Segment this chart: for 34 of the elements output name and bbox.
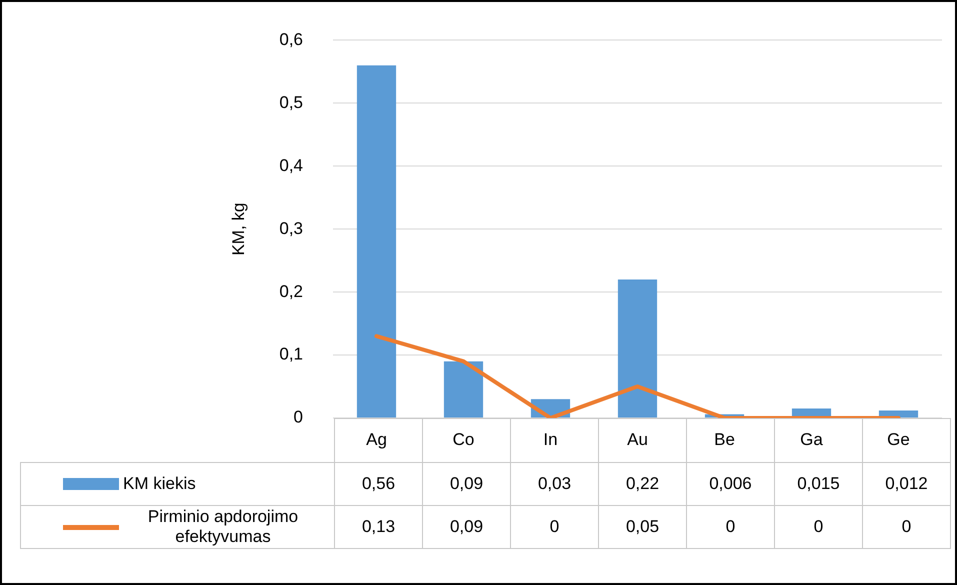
data-label: 0,012: [862, 462, 950, 506]
x-tick-label: Co: [452, 430, 474, 449]
y-axis-title: KM, kg: [228, 202, 248, 256]
y-tick-label: 0,6: [279, 30, 303, 49]
bar: [444, 361, 484, 418]
data-label: 0,006: [686, 462, 774, 506]
data-label: 0: [510, 506, 598, 548]
y-tick-label: 0,4: [279, 156, 303, 175]
x-tick-label: In: [543, 430, 558, 449]
y-tick-label: 0,2: [279, 282, 303, 301]
y-tick-label: 0,3: [279, 218, 303, 238]
data-label: 0: [774, 506, 862, 548]
bar: [356, 65, 396, 418]
data-label: 0: [862, 506, 950, 548]
data-label: 0,09: [422, 462, 510, 506]
x-tick-label: Au: [627, 430, 648, 449]
data-label: 0,22: [598, 462, 686, 506]
legend-label: Pirminio apdorojimo efektyvumas: [146, 507, 300, 547]
data-label: 0,56: [334, 462, 422, 506]
data-label: 0,09: [422, 506, 510, 548]
x-tick-label: Ag: [366, 430, 387, 449]
legend-label: KM kiekis: [123, 474, 196, 494]
data-label: 0: [686, 506, 774, 548]
x-tick-label: Be: [714, 430, 735, 449]
data-label: 0,05: [598, 506, 686, 548]
y-tick-label: 0: [294, 408, 303, 427]
y-tick-label: 0,1: [279, 344, 303, 364]
x-tick-label: Ge: [887, 430, 910, 449]
y-tick-label: 0,5: [279, 92, 303, 112]
data-label: 0,13: [334, 506, 422, 548]
bar: [618, 279, 658, 418]
x-tick-label: Ga: [800, 430, 824, 449]
data-label: 0,015: [774, 462, 862, 506]
data-label: 0,03: [510, 462, 598, 506]
